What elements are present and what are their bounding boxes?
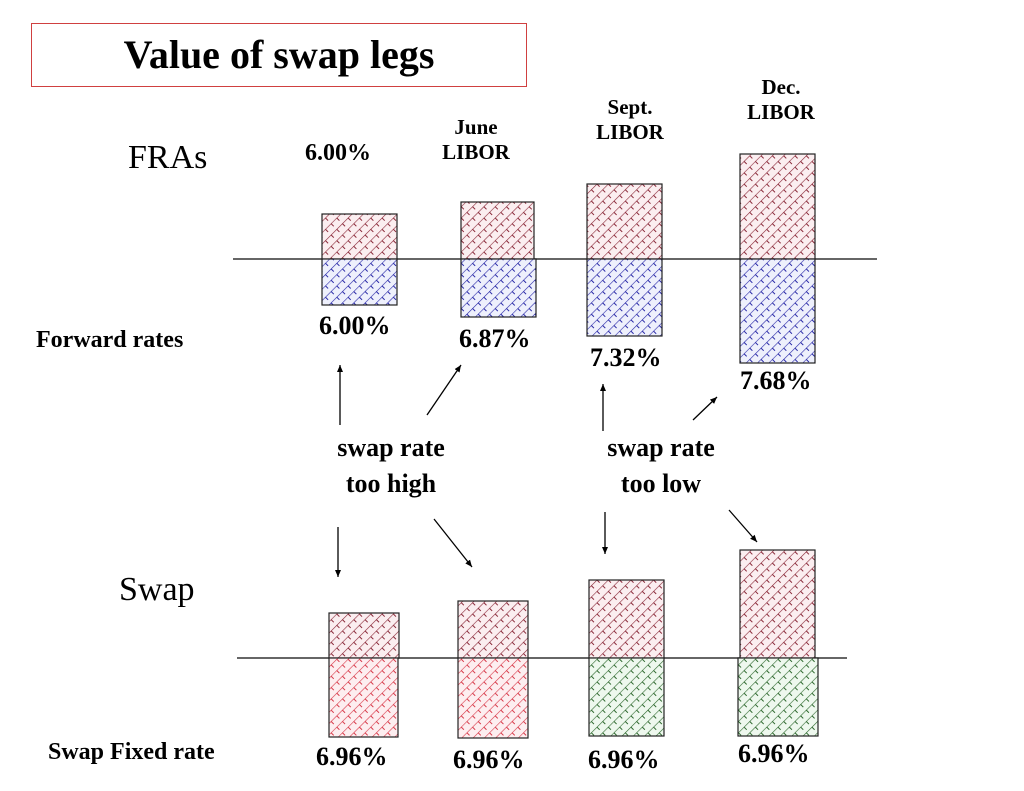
annotation-too-low: swap rate too low: [571, 430, 751, 502]
fra-header-sept-line2: LIBOR: [596, 120, 664, 144]
fra-rate-3: 7.32%: [590, 343, 662, 372]
annotation-too-high: swap rate too high: [301, 430, 481, 502]
fra-bar-4-pay: [739, 258, 816, 364]
annotation-too-low-line1: swap rate: [607, 433, 715, 462]
swap-bar-1-receive: [328, 612, 400, 659]
fra-bar-2-receive: [460, 201, 535, 260]
fra-bar-3-receive: [586, 183, 663, 260]
fra-header-fixed-rate: 6.00%: [305, 140, 371, 166]
fra-bar-2-pay: [460, 258, 537, 318]
fra-bar-4-receive: [739, 153, 816, 260]
fra-bar-3-pay: [586, 258, 663, 337]
swap-bar-3-pay: [588, 657, 665, 737]
fra-bar-1-receive: [321, 213, 398, 260]
fra-header-dec: Dec. LIBOR: [721, 75, 841, 125]
swap-bar-3-receive: [588, 579, 665, 659]
swap-rate-4: 6.96%: [738, 739, 810, 768]
arrow-down-right-icon: [433, 518, 473, 568]
annotation-too-low-line2: too low: [620, 469, 702, 498]
title-box: [31, 23, 527, 87]
arrow-down-right-icon: [728, 509, 758, 543]
fra-header-june-line1: June: [454, 115, 498, 139]
fra-rate-1: 6.00%: [319, 311, 391, 340]
fra-header-dec-line1: Dec.: [761, 75, 801, 99]
fra-header-sept: Sept. LIBOR: [570, 95, 690, 145]
fra-header-sept-line1: Sept.: [607, 95, 653, 119]
arrow-up-right-icon: [426, 364, 462, 416]
swap-rate-2: 6.96%: [453, 745, 525, 774]
swap-bar-2-pay: [457, 657, 529, 739]
fra-rate-4: 7.68%: [740, 366, 812, 395]
swap-fixed-rate-label: Swap Fixed rate: [48, 739, 215, 765]
swap-bar-2-receive: [457, 600, 529, 659]
swap-bar-4-receive: [739, 549, 816, 659]
fra-bar-1-pay: [321, 258, 398, 306]
annotation-too-high-line1: swap rate: [337, 433, 445, 462]
fra-header-june: June LIBOR: [416, 115, 536, 165]
arrow-up-right-icon: [692, 396, 718, 421]
swap-bar-4-pay: [737, 657, 819, 737]
swap-bar-1-pay: [328, 657, 399, 738]
swap-rate-1: 6.96%: [316, 742, 388, 771]
fras-label: FRAs: [128, 139, 208, 176]
page-title: Value of swap legs: [123, 32, 435, 77]
fra-header-dec-line2: LIBOR: [747, 100, 815, 124]
swap-label: Swap: [119, 571, 195, 608]
swap-rate-3: 6.96%: [588, 745, 660, 774]
forward-rates-label: Forward rates: [36, 327, 184, 353]
fra-header-june-line2: LIBOR: [442, 140, 510, 164]
annotation-too-high-line2: too high: [345, 469, 437, 498]
fra-rate-2: 6.87%: [459, 324, 531, 353]
